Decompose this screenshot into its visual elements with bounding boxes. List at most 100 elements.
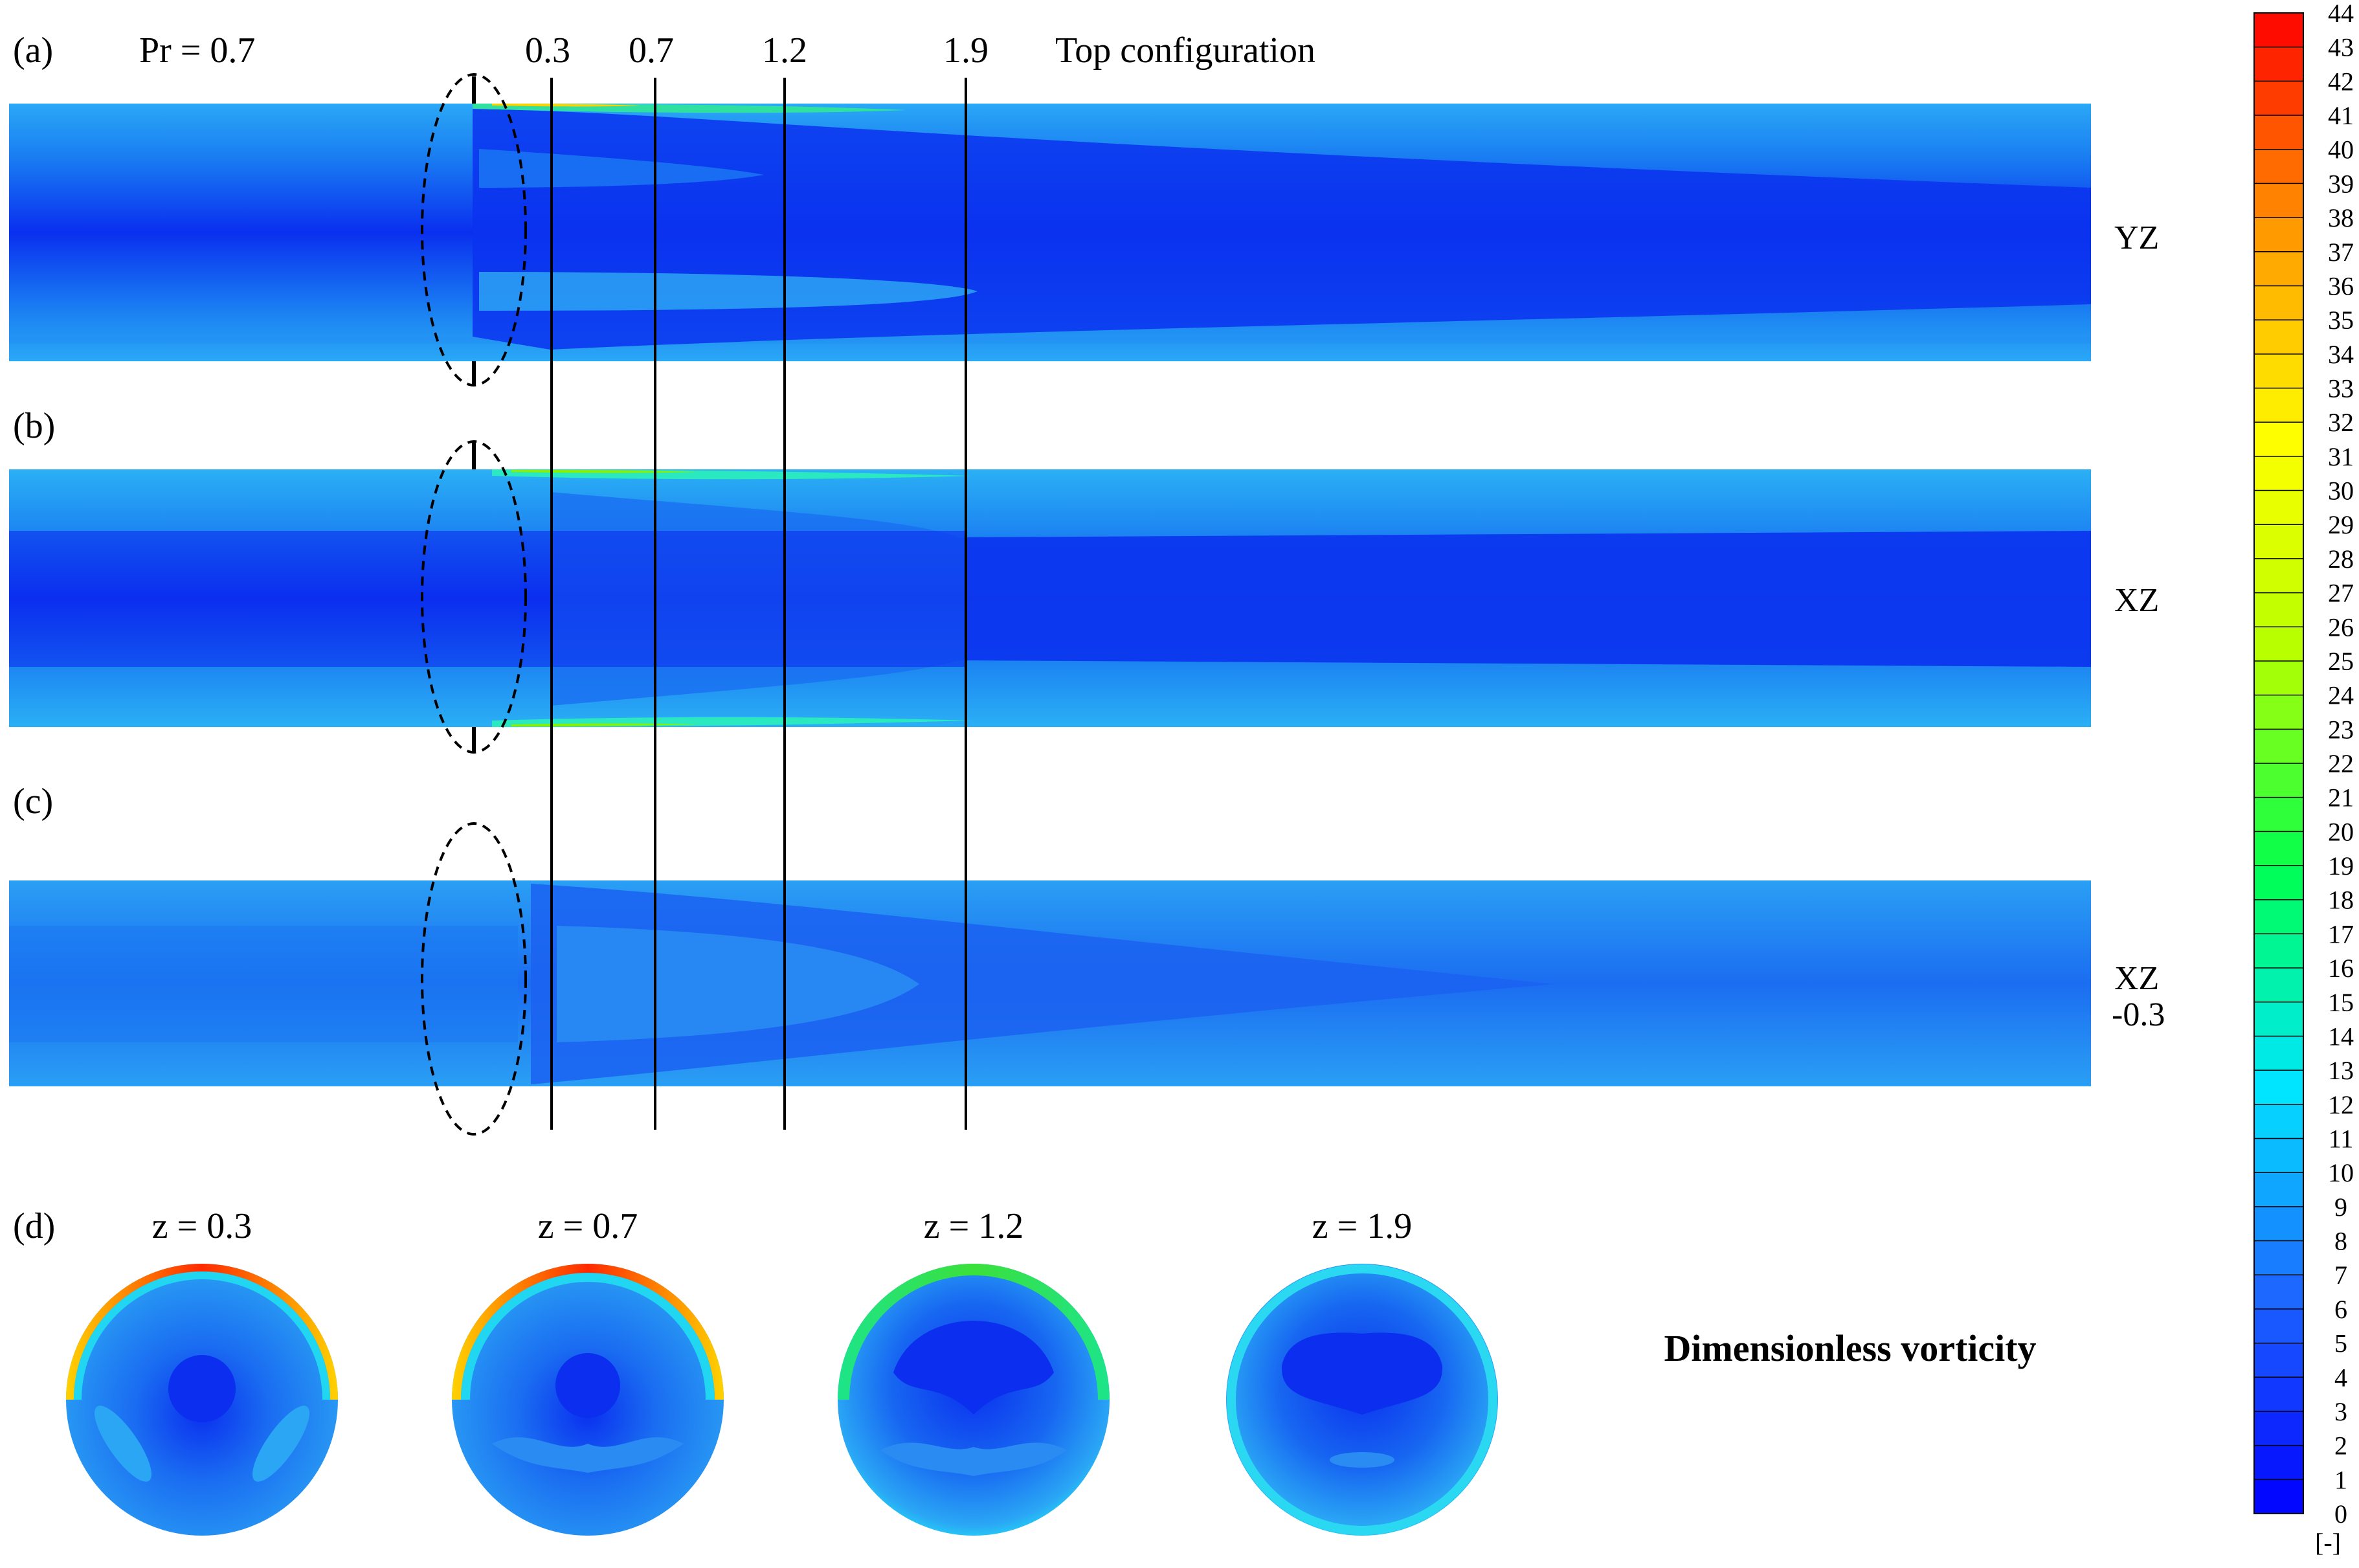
contour-band: [557, 926, 919, 1042]
colorbar-tick-label: 20: [2328, 817, 2354, 846]
panel-d: (d) z = 0.3 z = 0.7 z = 1.2: [13, 1206, 2037, 1536]
colorbar-tick-label: 25: [2328, 647, 2354, 676]
vortex-lobe: [880, 1442, 1067, 1476]
panel-b-tag: (b): [13, 406, 55, 446]
wall-shear-layer: [511, 723, 699, 726]
colorbar-band: [2254, 320, 2303, 355]
colorbar-tick-label: 35: [2328, 306, 2354, 335]
section-lines: 0.3 0.7 1.2 1.9: [525, 30, 989, 1130]
colorbar-band: [2254, 1206, 2303, 1242]
wall-shear-layer: [511, 470, 699, 473]
section-label: 1.2: [762, 30, 807, 71]
colorbar-band: [2254, 218, 2303, 252]
colorbar-band: [2254, 831, 2303, 866]
colorbar-tick-label: 12: [2328, 1090, 2354, 1119]
panel-c: (c) XZ -0.3: [9, 781, 2165, 1136]
vortex-lobe: [94, 1406, 152, 1482]
colorbar-tick-label: 34: [2328, 340, 2354, 369]
colorbar-tick-label: 15: [2328, 988, 2354, 1017]
panel-c-plane-offset: -0.3: [2112, 996, 2165, 1033]
contour-band: [531, 884, 1554, 1084]
contour-band: [965, 531, 2091, 667]
vortex-lobe: [252, 1406, 310, 1482]
colorbar-band: [2254, 1411, 2303, 1446]
colorbar-unit: [-]: [2315, 1528, 2341, 1557]
colorbar-band: [2254, 763, 2303, 798]
colorbar-tick-label: 14: [2328, 1022, 2354, 1051]
colorbar-tick-label: 40: [2328, 135, 2354, 164]
colorbar-tick-label: 16: [2328, 954, 2354, 983]
colorbar-band: [2254, 286, 2303, 320]
colorbar: 0123456789101112131415161718192021222324…: [2253, 0, 2354, 1557]
colorbar-band: [2254, 149, 2303, 184]
colorbar-tick-label: 33: [2328, 374, 2354, 403]
colorbar-band: [2254, 353, 2303, 388]
colorbar-band: [2254, 1377, 2303, 1412]
cross-section-z-0.3: z = 0.3: [66, 1206, 338, 1536]
colorbar-tick-label: 43: [2328, 33, 2354, 62]
colorbar-tick-label: 28: [2328, 544, 2354, 574]
prandtl-label: Pr = 0.7: [139, 30, 255, 71]
colorbar-tick-label: 23: [2328, 715, 2354, 744]
colorbar-band: [2254, 1240, 2303, 1275]
vortex-core: [168, 1355, 236, 1422]
colorbar-band: [2254, 1479, 2303, 1514]
vortex-region: [893, 1321, 1054, 1415]
cross-section-title: z = 0.3: [152, 1206, 252, 1246]
colorbar-band: [2254, 1275, 2303, 1310]
section-label: 0.7: [629, 30, 674, 71]
colorbar-tick-label: 36: [2328, 271, 2354, 300]
colorbar-band: [2254, 1070, 2303, 1105]
colorbar-tick-label: 21: [2328, 783, 2354, 812]
colorbar-band: [2254, 388, 2303, 423]
colorbar-tick-label: 17: [2328, 919, 2354, 948]
vortex-core: [1330, 1452, 1394, 1468]
colorbar-band: [2254, 660, 2303, 696]
colorbar-tick-label: 13: [2328, 1056, 2354, 1085]
colorbar-tick-label: 9: [2334, 1193, 2347, 1222]
colorbar-band: [2254, 251, 2303, 286]
colorbar-tick-label: 4: [2334, 1363, 2347, 1392]
colorbar-band: [2254, 934, 2303, 969]
colorbar-tick-label: 30: [2328, 476, 2354, 506]
panel-c-plane-label: XZ: [2114, 960, 2159, 997]
colorbar-band: [2254, 183, 2303, 218]
colorbar-tick-label: 41: [2328, 101, 2354, 130]
colorbar-tick-label: 11: [2329, 1125, 2354, 1154]
colorbar-band: [2254, 1445, 2303, 1480]
contour-band: [9, 531, 965, 667]
colorbar-band: [2254, 1002, 2303, 1036]
contour-band: [9, 337, 2091, 343]
panel-b: (b) XZ: [9, 406, 2159, 754]
colorbar-tick-label: 3: [2334, 1397, 2347, 1426]
cross-section-z-1.2: z = 1.2: [838, 1206, 1110, 1536]
colorbar-tick-label: 18: [2328, 886, 2354, 915]
panel-c-tag: (c): [13, 781, 53, 822]
colorbar-tick-label: 24: [2328, 681, 2354, 710]
colorbar-band: [2254, 695, 2303, 730]
colorbar-tick-label: 29: [2328, 510, 2354, 539]
colorbar-band: [2254, 866, 2303, 901]
panel-d-tag: (d): [13, 1206, 55, 1246]
colorbar-tick-label: 39: [2328, 169, 2354, 198]
section-label: 1.9: [943, 30, 989, 71]
contour-band: [9, 129, 2091, 136]
colorbar-band: [2254, 1036, 2303, 1071]
colorbar-band: [2254, 1343, 2303, 1378]
colorbar-tick-label: 27: [2328, 579, 2354, 608]
colorbar-band: [2254, 13, 2303, 48]
colorbar-band: [2254, 592, 2303, 627]
colorbar-tick-label: 19: [2328, 851, 2354, 880]
colorbar-band: [2254, 456, 2303, 491]
colorbar-tick-label: 2: [2334, 1431, 2347, 1461]
colorbar-band: [2254, 1172, 2303, 1207]
vortex-core: [555, 1353, 620, 1418]
colorbar-tick-label: 31: [2328, 442, 2354, 471]
colorbar-tick-label: 26: [2328, 612, 2354, 642]
panel-a-plane-label: YZ: [2114, 219, 2159, 256]
colorbar-band: [2254, 558, 2303, 594]
vortex-lobe: [492, 1437, 684, 1473]
colorbar-band: [2254, 797, 2303, 832]
wall-shear-layer: [492, 104, 641, 107]
